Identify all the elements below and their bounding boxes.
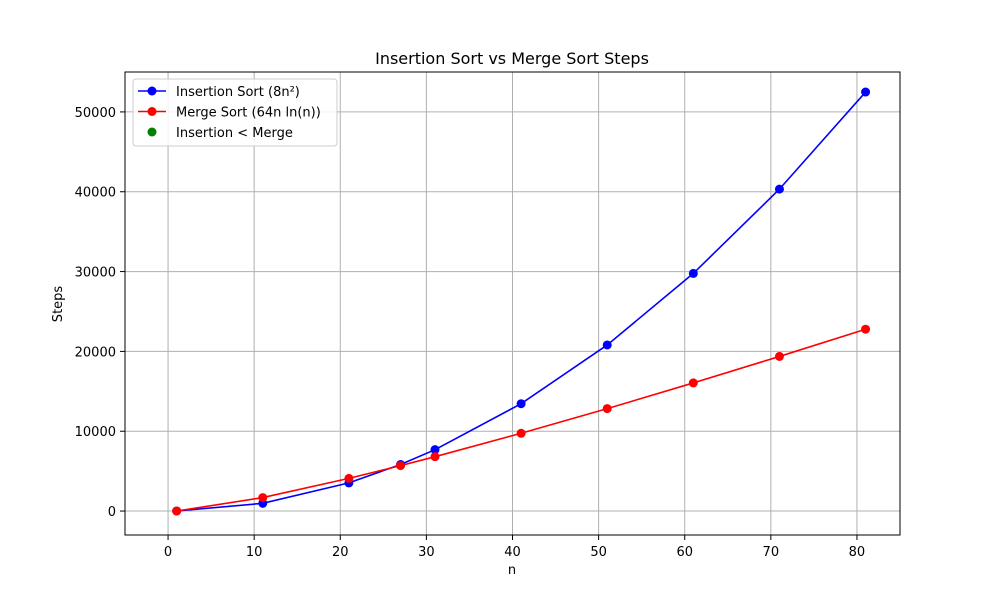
legend-item: Insertion Sort (8n²) bbox=[138, 85, 300, 100]
y-tick-label: 20000 bbox=[75, 345, 116, 360]
x-axis-label: n bbox=[508, 563, 516, 578]
chart-title: Insertion Sort vs Merge Sort Steps bbox=[375, 49, 649, 68]
data-point bbox=[172, 506, 182, 516]
data-point bbox=[516, 428, 526, 438]
data-point bbox=[396, 461, 406, 471]
legend-box bbox=[132, 78, 338, 147]
data-point bbox=[774, 184, 784, 194]
y-tick-label: 50000 bbox=[75, 106, 116, 121]
x-tick-label: 20 bbox=[332, 545, 349, 560]
grid bbox=[125, 72, 900, 535]
y-tick-label: 30000 bbox=[75, 266, 116, 281]
y-tick-label: 40000 bbox=[75, 186, 116, 201]
data-point bbox=[602, 404, 612, 414]
legend-item: Insertion < Merge bbox=[147, 126, 293, 141]
x-tick-label: 40 bbox=[504, 545, 521, 560]
data-point bbox=[430, 445, 440, 455]
x-tick-label: 30 bbox=[418, 545, 435, 560]
y-tick-label: 10000 bbox=[75, 425, 116, 440]
y-tick-label: 0 bbox=[108, 505, 116, 520]
data-point bbox=[344, 473, 354, 483]
axis-ticks: 0 10 20 30 40 50 60 70 80 0 10000 20000 30000 40000 50… bbox=[75, 106, 866, 560]
data-point bbox=[430, 452, 440, 462]
data-point bbox=[516, 399, 526, 409]
series-layer bbox=[172, 87, 871, 516]
legend-label: Insertion Sort (8n²) bbox=[176, 85, 300, 100]
x-tick-label: 50 bbox=[590, 545, 607, 560]
data-point bbox=[861, 87, 871, 97]
x-tick-label: 60 bbox=[676, 545, 693, 560]
x-tick-label: 10 bbox=[246, 545, 263, 560]
legend-marker bbox=[147, 86, 157, 96]
x-tick-label: 70 bbox=[763, 545, 780, 560]
data-point bbox=[861, 324, 871, 334]
x-tick-label: 0 bbox=[164, 545, 172, 560]
legend: Insertion Sort (8n²) Merge Sort (64n ln(n… bbox=[132, 78, 338, 147]
legend-label: Merge Sort (64n ln(n)) bbox=[176, 106, 321, 121]
x-tick-label: 80 bbox=[849, 545, 866, 560]
series-line bbox=[176, 91, 867, 512]
legend-label: Insertion < Merge bbox=[176, 126, 293, 141]
legend-marker bbox=[147, 107, 157, 116]
data-point bbox=[258, 493, 268, 503]
data-point bbox=[688, 268, 698, 278]
data-point bbox=[688, 378, 698, 388]
legend-item: Merge Sort (64n ln(n)) bbox=[138, 106, 321, 121]
legend-marker bbox=[147, 127, 157, 137]
data-point bbox=[602, 340, 612, 350]
y-axis-label: Steps bbox=[51, 286, 66, 323]
plot-frame bbox=[124, 71, 901, 536]
series-line bbox=[176, 328, 866, 512]
data-point bbox=[774, 351, 784, 361]
series-1 bbox=[172, 324, 871, 516]
